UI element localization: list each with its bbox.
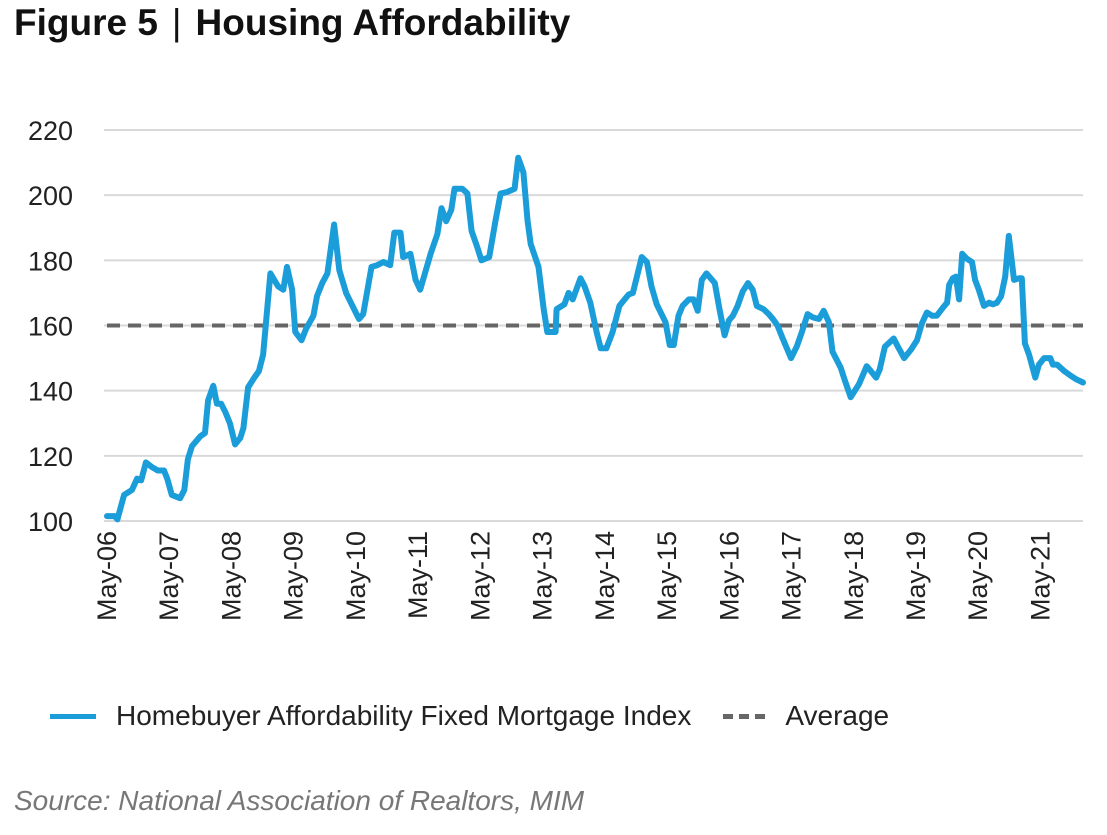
- y-tick-label: 200: [28, 181, 73, 211]
- x-tick-label: May-21: [1025, 531, 1055, 621]
- x-tick-label: May-10: [341, 531, 371, 621]
- y-tick-label: 140: [28, 377, 73, 407]
- title-separator: |: [171, 2, 182, 43]
- figure-number: Figure 5: [14, 2, 158, 43]
- x-tick-label: May-16: [714, 531, 744, 621]
- series-layer: [104, 154, 1086, 523]
- x-tick-label: May-13: [528, 531, 558, 621]
- y-tick-label: 120: [28, 442, 73, 472]
- x-tick-label: May-08: [216, 531, 246, 621]
- x-tick-label: May-07: [154, 531, 184, 621]
- source-note: Source: National Association of Realtors…: [14, 785, 585, 816]
- x-tick-label: May-12: [465, 531, 495, 621]
- affordability-index-line: [104, 154, 1086, 523]
- y-tick-label: 180: [28, 246, 73, 276]
- y-axis-ticks: 100 120 140 160 180 200 220: [28, 116, 73, 537]
- chart-title: Figure 5 | Housing Affordability: [14, 2, 570, 44]
- y-tick-label: 220: [28, 116, 73, 146]
- x-axis-ticks: May-06 May-07 May-08 May-09 May-10 May-11 May-…: [92, 531, 1055, 621]
- x-tick-label: May-17: [777, 531, 807, 621]
- title-text: Housing Affordability: [195, 2, 571, 43]
- legend-label-average: Average: [785, 700, 890, 731]
- x-tick-label: May-06: [92, 531, 122, 621]
- legend-swatch-average: [723, 713, 766, 719]
- x-tick-label: May-09: [279, 531, 309, 621]
- x-tick-label: May-11: [403, 531, 433, 619]
- x-tick-label: May-19: [901, 531, 931, 621]
- x-tick-label: May-18: [839, 531, 869, 621]
- legend-swatch-index: [50, 713, 96, 719]
- legend: Homebuyer Affordability Fixed Mortgage I…: [50, 700, 889, 732]
- legend-label-index: Homebuyer Affordability Fixed Mortgage I…: [116, 700, 692, 731]
- x-tick-label: May-14: [590, 531, 620, 621]
- y-tick-label: 100: [28, 507, 73, 537]
- x-tick-label: May-20: [963, 531, 993, 621]
- x-tick-label: May-15: [652, 531, 682, 621]
- y-tick-label: 160: [28, 312, 73, 342]
